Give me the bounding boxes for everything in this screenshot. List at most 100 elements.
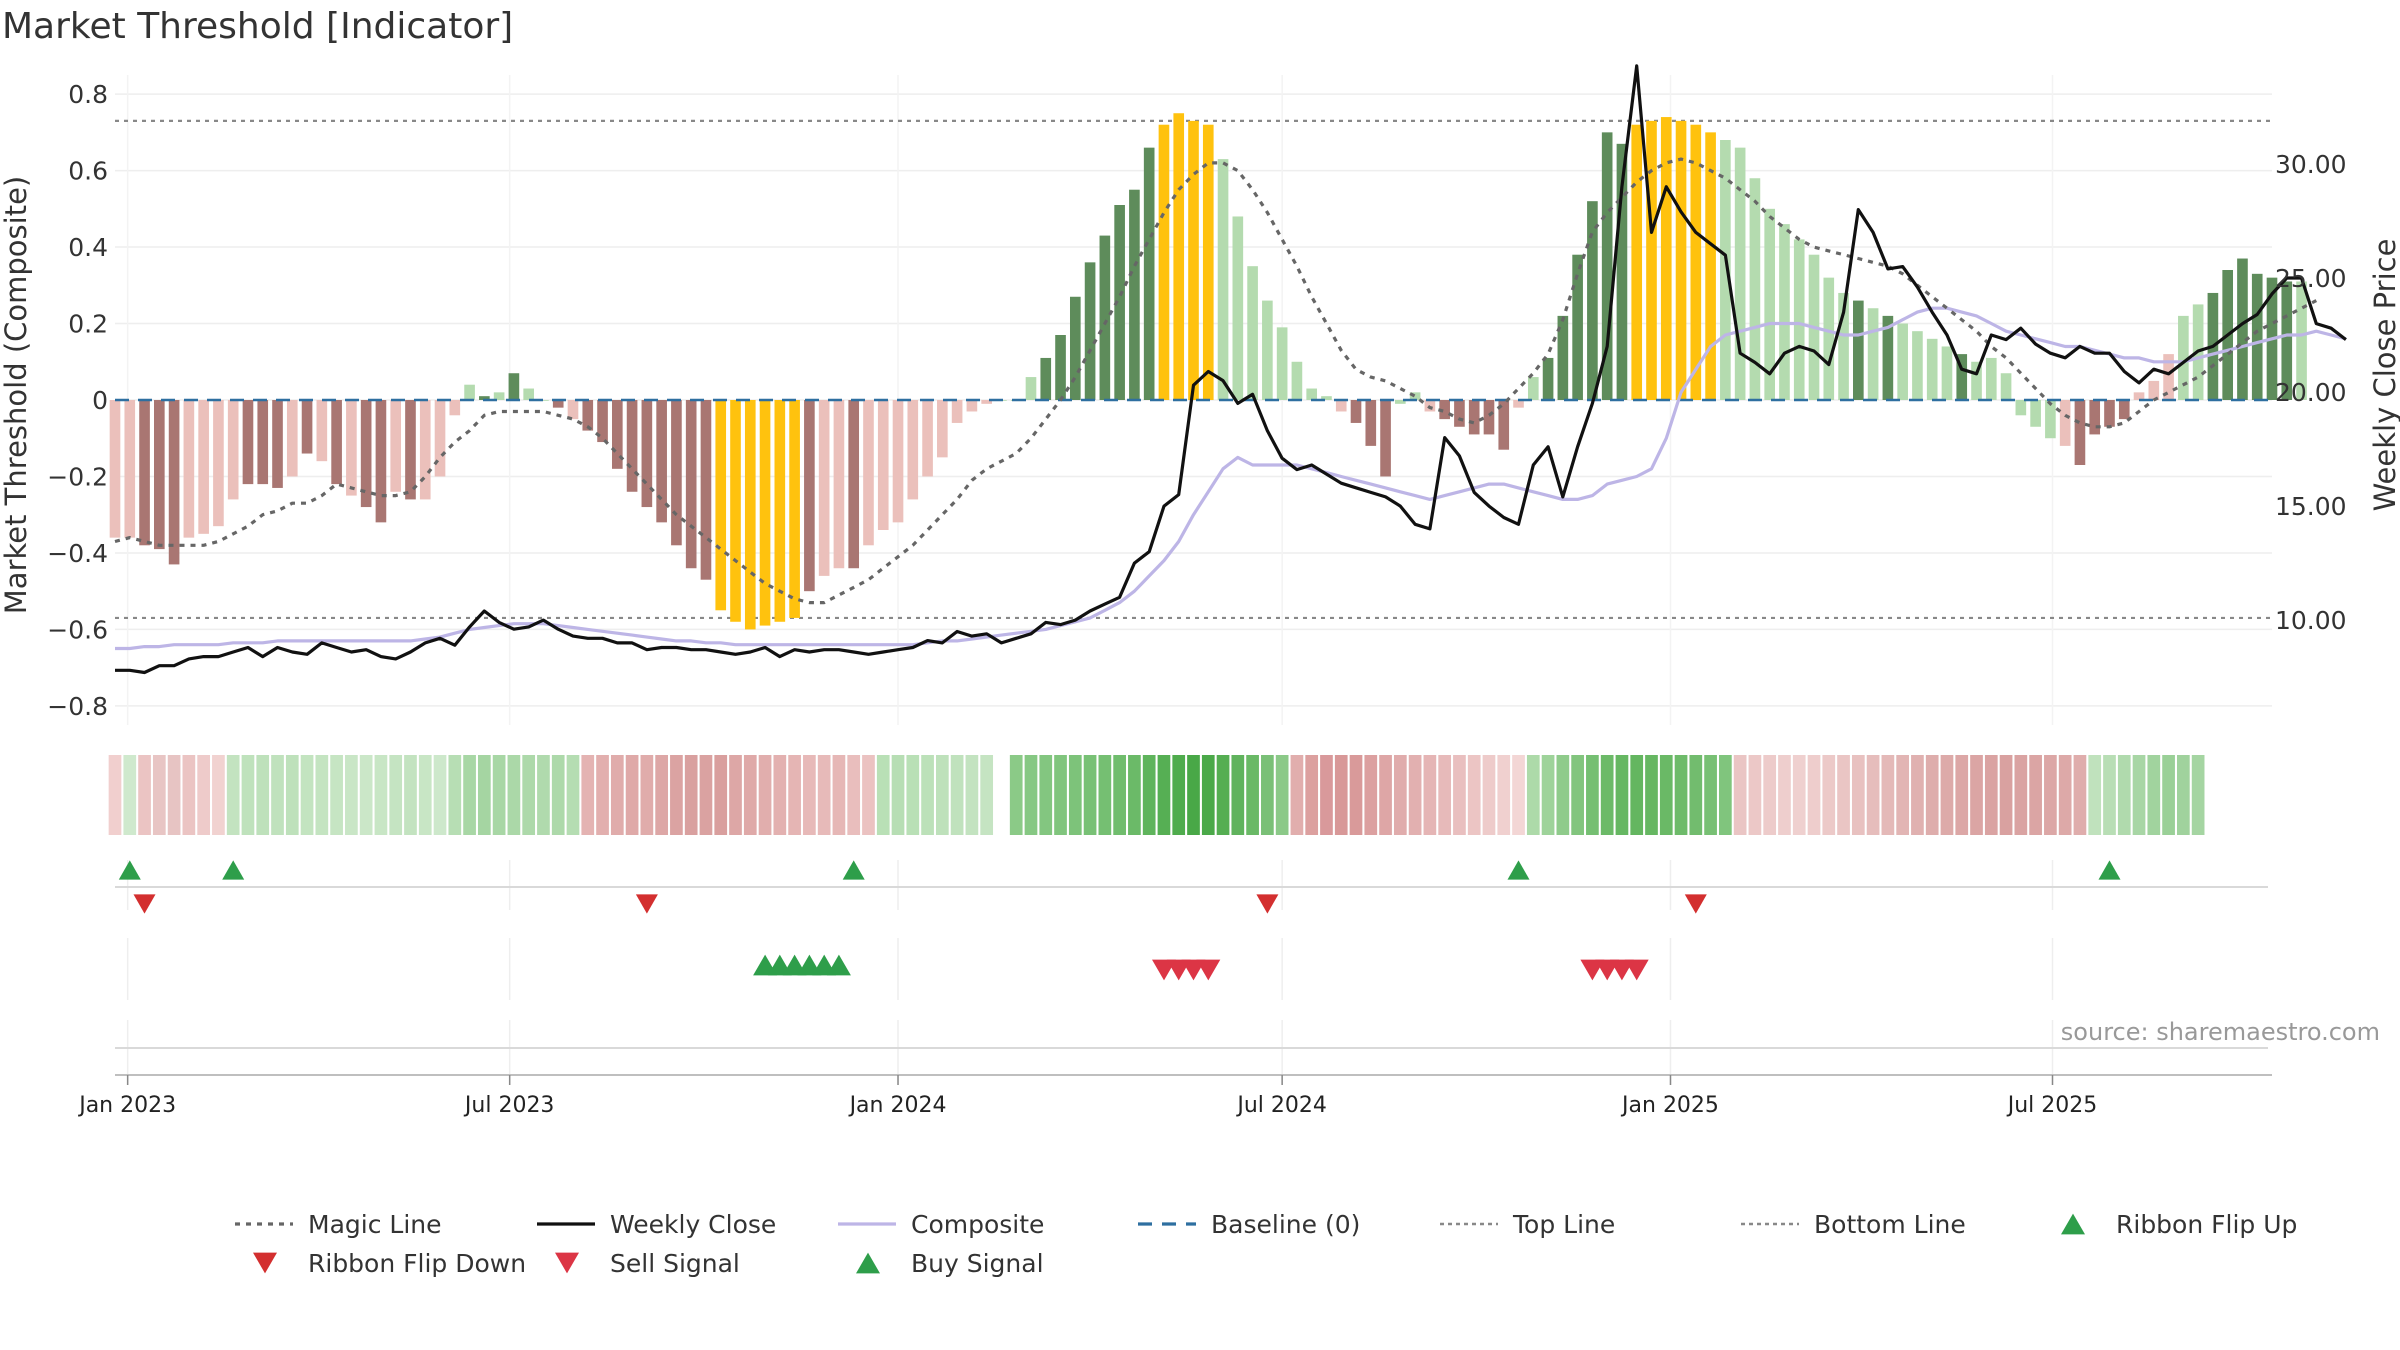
ribbon-cell [1408, 755, 1422, 835]
composite-bar [937, 400, 948, 458]
composite-bar [1734, 147, 1746, 400]
composite-bar [1897, 323, 1908, 400]
legend-label: Sell Signal [610, 1249, 740, 1278]
ribbon-cell [1275, 755, 1289, 835]
composite-bar [1114, 205, 1125, 400]
y2-tick-label: 30.00 [2275, 150, 2347, 179]
ribbon-cell [522, 755, 536, 835]
ribbon-cell [1453, 755, 1466, 835]
composite-bar [951, 400, 963, 423]
ribbon-cell [1851, 755, 1865, 835]
ribbon-cell [876, 755, 890, 835]
ribbon-cell [152, 755, 166, 835]
ribbon-cell [1645, 755, 1658, 835]
ribbon [108, 755, 2205, 835]
composite-bar [1306, 388, 1318, 400]
composite-bar [1335, 400, 1347, 412]
composite-bar [316, 400, 328, 462]
ribbon-cell [1940, 755, 1954, 835]
ribbon-cell [1261, 755, 1274, 835]
ribbon-cell [1423, 755, 1437, 835]
composite-bar [538, 400, 549, 401]
ribbon-cell [655, 755, 668, 835]
ribbon-cell [625, 755, 639, 835]
ribbon-cell [2088, 755, 2102, 835]
source-label: source: sharemaestro.com [2061, 1018, 2380, 1046]
composite-bar [2296, 281, 2307, 400]
composite-bar [1705, 132, 1716, 400]
composite-bar [626, 400, 638, 492]
legend-symbol [555, 1252, 579, 1274]
composite-bar [1823, 277, 1835, 400]
y2-tick-label: 10.00 [2275, 606, 2347, 635]
composite-bar [1380, 400, 1391, 477]
composite-bars [109, 113, 2307, 630]
composite-bar [1616, 143, 1628, 400]
ribbon-cell [980, 755, 994, 835]
composite-bar [759, 400, 771, 626]
ribbon-cell [906, 755, 920, 835]
composite-bar [1971, 361, 1982, 400]
ribbon-cell [1984, 755, 1998, 835]
composite-bar [1291, 361, 1303, 400]
ribbon-flip-up-marker [222, 860, 245, 880]
composite-bar [685, 400, 697, 569]
legend-label: Magic Line [308, 1210, 442, 1239]
composite-bar [1498, 400, 1510, 450]
ribbon-cell [995, 755, 1008, 835]
composite-bar [966, 400, 978, 412]
y-tick-label: 0.2 [68, 310, 108, 339]
composite-bar [464, 384, 475, 400]
composite-bar [1055, 335, 1066, 400]
composite-bar [154, 400, 165, 550]
composite-bar [715, 400, 727, 611]
ribbon-cell [1379, 755, 1392, 835]
ribbon-cell [1024, 755, 1038, 835]
ribbon-cell [2117, 755, 2131, 835]
composite-bar [1040, 357, 1052, 400]
composite-bar [1409, 392, 1421, 400]
ribbon-cell [285, 755, 299, 835]
composite-bar [1202, 124, 1214, 401]
composite-bar [641, 400, 653, 508]
ribbon-cell [1482, 755, 1496, 835]
ribbon-cell [684, 755, 698, 835]
composite-bar [1587, 201, 1598, 400]
ribbon-cell [610, 755, 624, 835]
ribbon-cell [1792, 755, 1806, 835]
y-tick-label: −0.4 [47, 539, 108, 568]
composite-bar [1232, 216, 1244, 400]
legend-label: Top Line [1512, 1210, 1615, 1239]
ribbon-cell [359, 755, 373, 835]
ribbon-cell [404, 755, 417, 835]
ribbon-flip-down-marker [1256, 894, 1279, 914]
ribbon-cell [271, 755, 284, 835]
ribbon-flip-down-marker [1684, 894, 1707, 914]
ribbon-cell [1586, 755, 1599, 835]
composite-bar [2118, 400, 2130, 420]
legend-label: Ribbon Flip Down [308, 1249, 526, 1278]
ribbon-cell [1541, 755, 1555, 835]
composite-bar [286, 400, 298, 477]
composite-bar [818, 400, 830, 576]
composite-bar [301, 400, 313, 454]
ribbon-cell [1172, 755, 1186, 835]
composite-bar [863, 400, 874, 546]
x-tick-label: Jan 2025 [1620, 1093, 1719, 1118]
magic-line [114, 157, 2318, 605]
composite-bar [1321, 396, 1332, 400]
composite-bar [730, 400, 741, 622]
composite-bar [1188, 120, 1199, 400]
composite-bar [198, 400, 209, 534]
ribbon-cell [345, 755, 358, 835]
ribbon-cell [743, 755, 757, 835]
ribbon-cell [1689, 755, 1703, 835]
composite-bar [1262, 300, 1273, 400]
ribbon-cell [1763, 755, 1777, 835]
legend-label: Buy Signal [911, 1249, 1044, 1278]
composite-bar [1542, 357, 1554, 400]
composite-bar [1853, 300, 1864, 400]
ribbon-cell [477, 755, 491, 835]
ribbon-cell [537, 755, 550, 835]
composite-bar [2015, 400, 2027, 416]
